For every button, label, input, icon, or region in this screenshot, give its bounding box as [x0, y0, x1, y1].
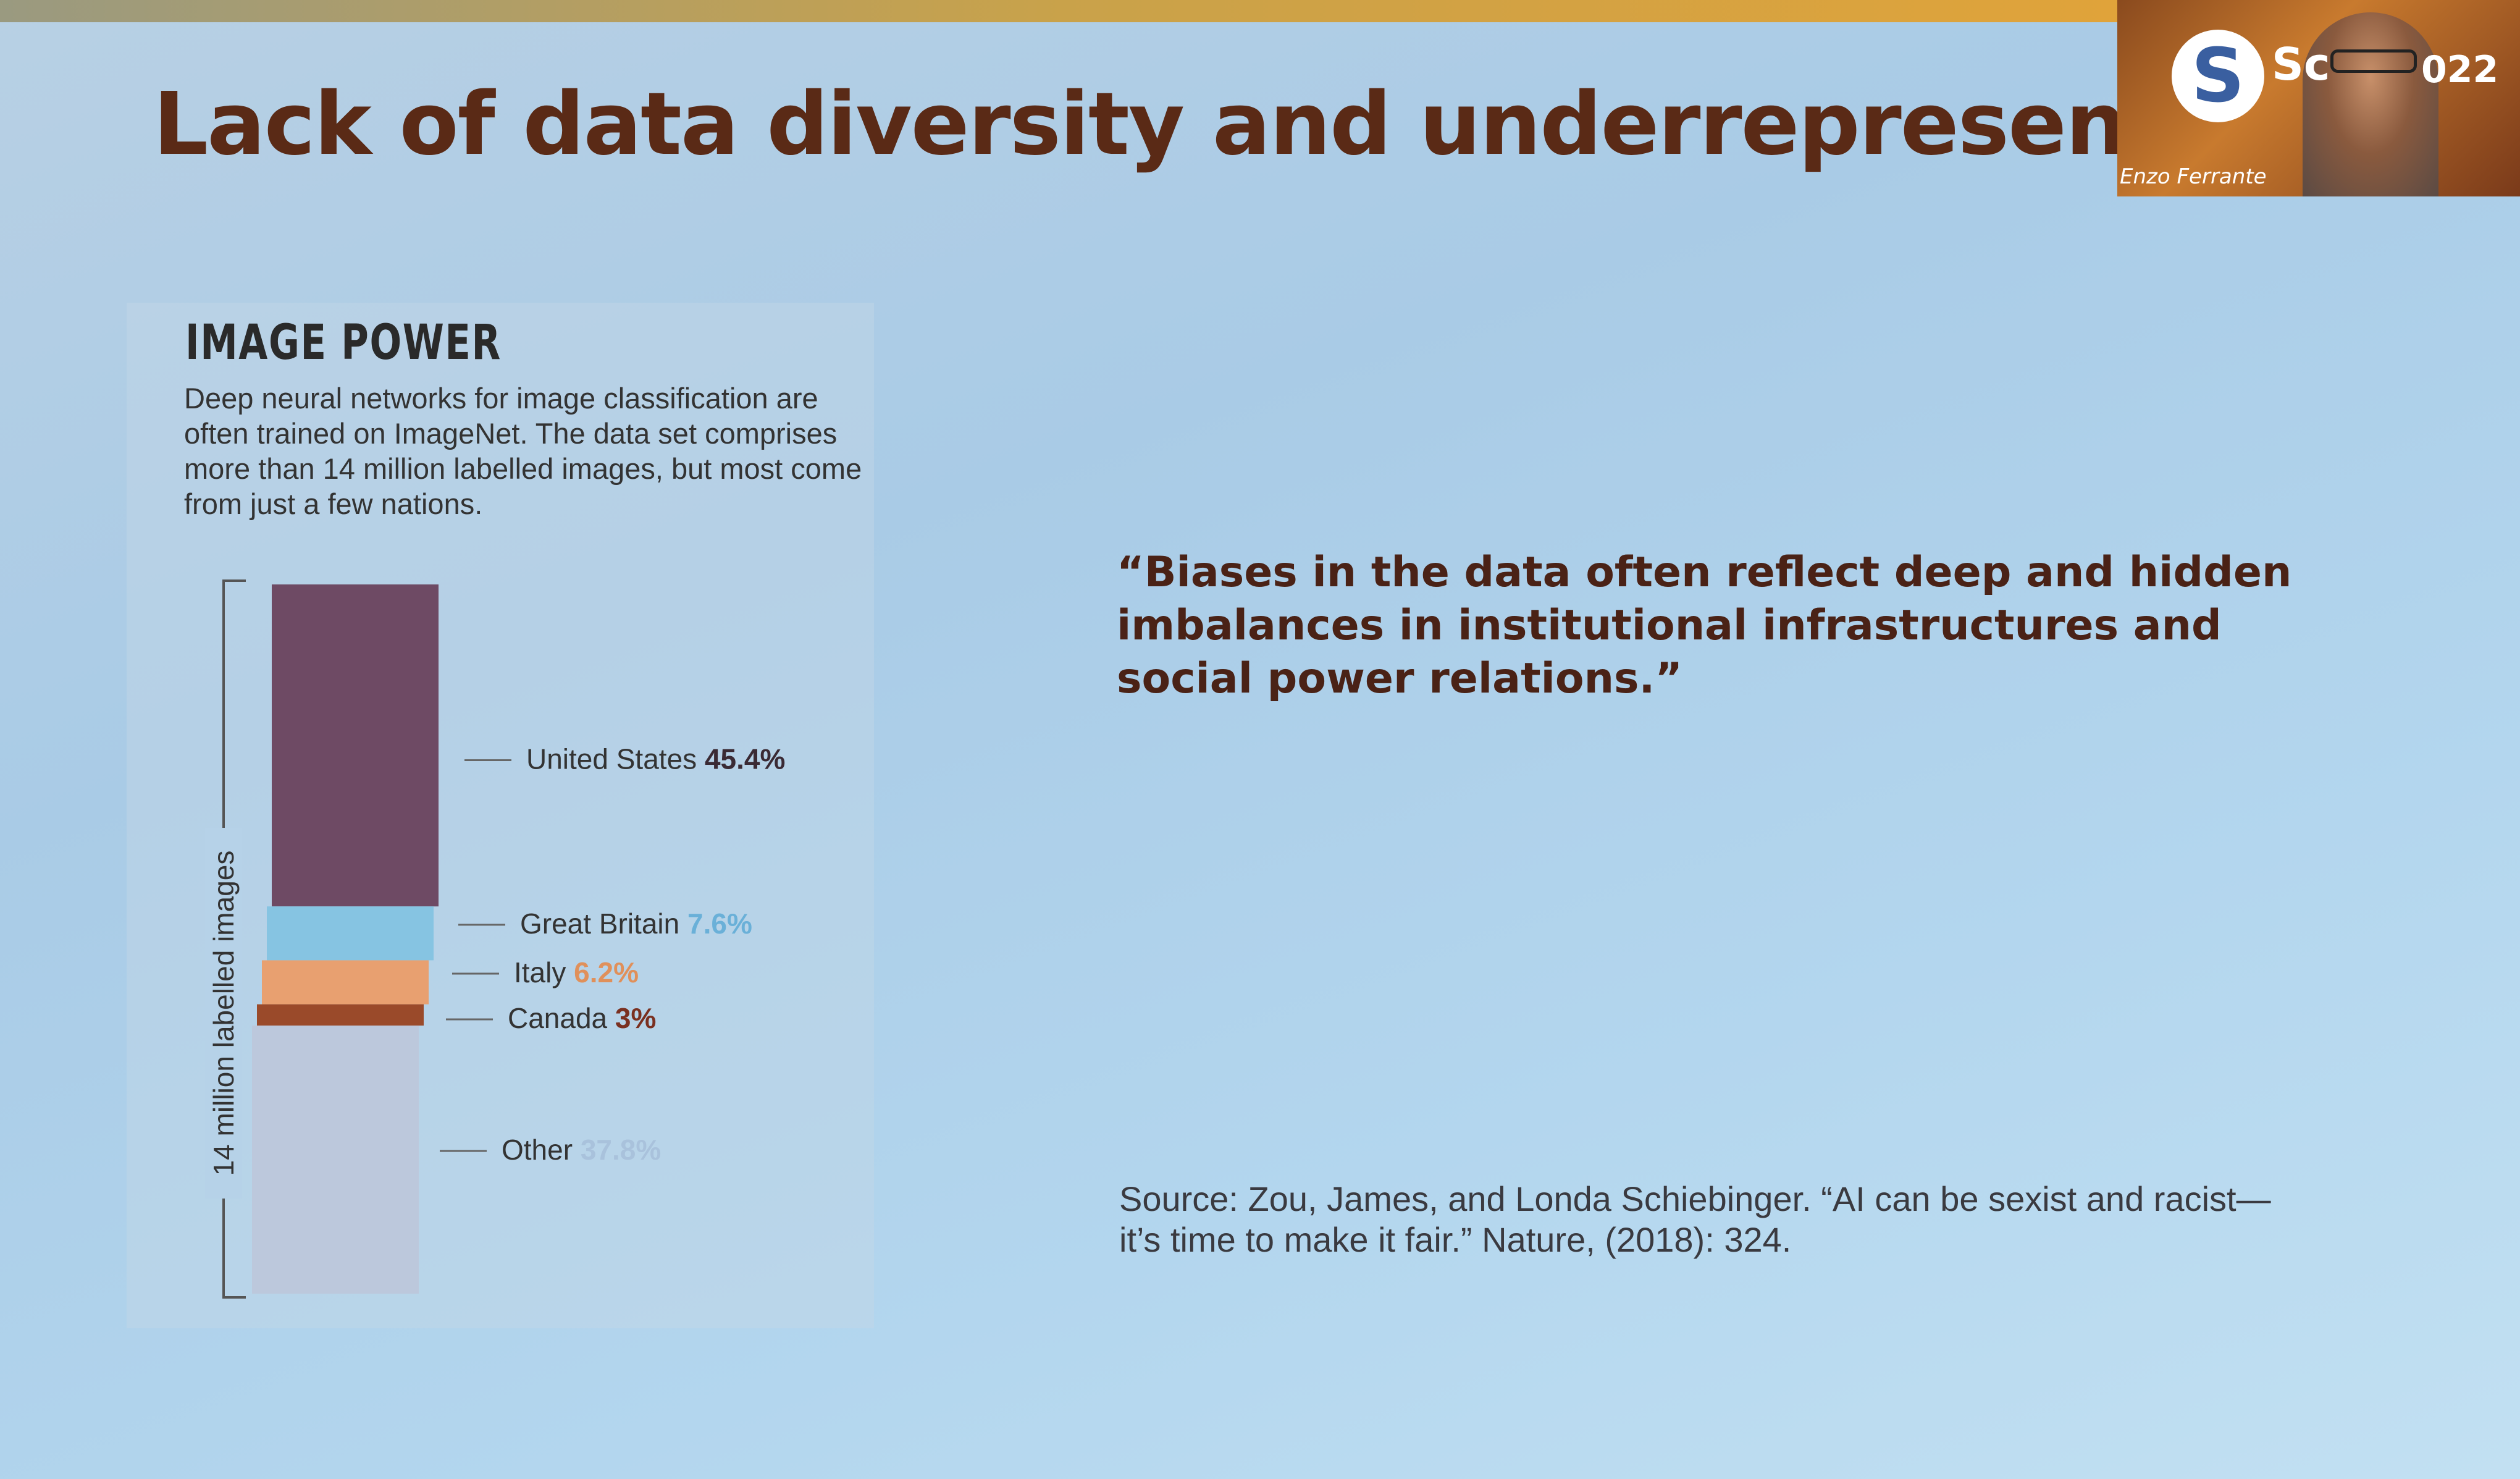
segment-label-canada: Canada 3% [508, 1002, 656, 1034]
speaker-name: Enzo Ferrante [2120, 164, 2267, 189]
figure-panel [127, 303, 874, 1328]
conference-logo-icon: S [2172, 30, 2264, 122]
axis-label-background [205, 828, 242, 1199]
segment-name-canada: Canada [508, 1002, 615, 1034]
speaker-glasses [2330, 49, 2417, 73]
segment-value-italy: 6.2% [574, 956, 639, 988]
conference-logo-text: Sc [2272, 38, 2330, 90]
webcam-overlay: S Sc 022 Enzo Ferrante [2117, 0, 2520, 196]
segment-name-italy: Italy [514, 956, 574, 988]
y-axis-label: 14 million labelled images [208, 851, 240, 1176]
source-citation: Source: Zou, James, and Londa Schiebinge… [1119, 1179, 2271, 1259]
speaker-video [2303, 12, 2438, 196]
bar-segment-canada [257, 1004, 424, 1026]
chart-subtitle: Deep neural networks for image classific… [184, 382, 862, 520]
segment-value-united-states: 45.4% [705, 743, 785, 775]
segment-name-united-states: United States [526, 743, 705, 775]
segment-name-great-britain: Great Britain [520, 908, 687, 940]
segment-name-other: Other [502, 1134, 581, 1166]
chart-title: IMAGE POWER [185, 315, 502, 371]
slide-top-strip [0, 0, 2125, 22]
conference-logo-year: 022 [2421, 48, 2499, 91]
quote-text: “Biases in the data often reflect deep a… [1117, 548, 2292, 703]
segment-value-other: 37.8% [581, 1134, 661, 1166]
segment-value-great-britain: 7.6% [687, 908, 752, 940]
bar-segment-italy [262, 960, 429, 1005]
segment-label-other: Other 37.8% [502, 1134, 661, 1166]
segment-label-great-britain: Great Britain 7.6% [520, 908, 752, 940]
segment-label-united-states: United States 45.4% [526, 743, 785, 775]
bar-segment-united-states [272, 584, 439, 907]
segment-label-italy: Italy 6.2% [514, 956, 639, 988]
bar-segment-other [252, 1026, 419, 1294]
slide-title: Lack of data diversity and underrepresen… [153, 74, 2411, 175]
bar-segment-great-britain [267, 906, 434, 961]
segment-value-canada: 3% [615, 1002, 656, 1034]
